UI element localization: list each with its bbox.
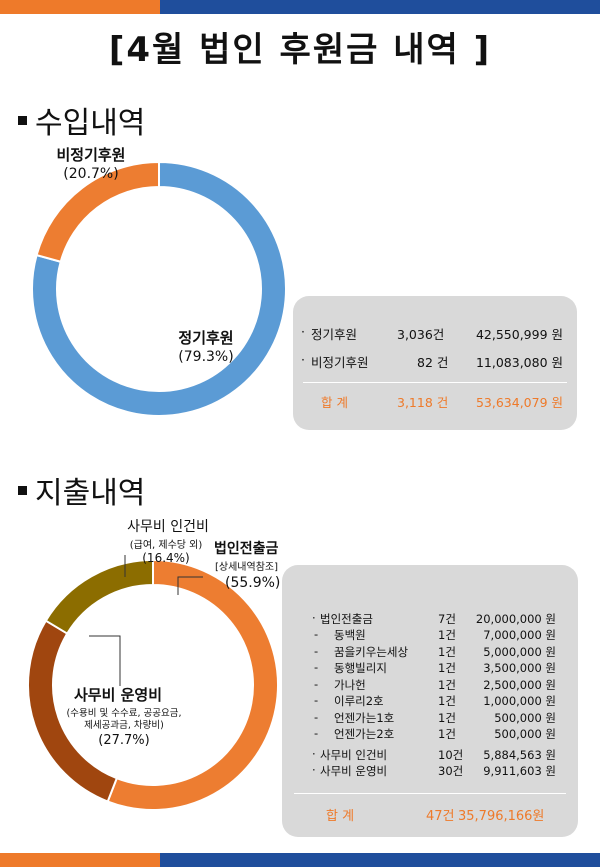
row-count: 7건 bbox=[438, 612, 456, 626]
row-label: 언젠가는2호 bbox=[334, 727, 395, 741]
row-bullet: · bbox=[312, 747, 316, 761]
income-heading: 수입내역 bbox=[18, 98, 145, 142]
row-count: 82 건 bbox=[417, 355, 449, 370]
total-label: 합 계 bbox=[321, 395, 348, 410]
row-bullet: · bbox=[312, 611, 316, 625]
leader-line bbox=[177, 576, 203, 595]
row-count: 10건 bbox=[438, 748, 464, 762]
row-label: 비정기후원 bbox=[311, 355, 369, 370]
row-amount: 2,500,000 원 bbox=[483, 678, 556, 692]
row-bullet: - bbox=[314, 660, 319, 674]
row-label: 이루리2호 bbox=[334, 694, 384, 708]
row-amount: 5,000,000 원 bbox=[483, 645, 556, 659]
income-summary-box: · 정기후원 3,036건 42,550,999 원 · 비정기후원 82 건 … bbox=[293, 296, 577, 430]
slice-label: 사무비 인건비 bbox=[127, 519, 209, 535]
row-amount: 9,911,603 원 bbox=[483, 764, 556, 778]
row-amount: 500,000 원 bbox=[494, 711, 556, 725]
row-amount: 1,000,000 원 bbox=[483, 694, 556, 708]
row-label: 정기후원 bbox=[311, 327, 358, 342]
row-label: 동백원 bbox=[334, 628, 366, 642]
total-amount: 35,796,166원 bbox=[458, 809, 545, 824]
slice-sublabel: (수용비 및 수수료, 공공요금, bbox=[67, 707, 182, 719]
row-count: 1건 bbox=[438, 645, 456, 659]
divider bbox=[303, 382, 567, 383]
slice-percent-label: (16.4%) bbox=[142, 551, 189, 565]
slice-label: 비정기후원 bbox=[56, 146, 125, 164]
top-color-bar bbox=[0, 0, 600, 14]
row-label: 법인전출금 bbox=[320, 612, 373, 626]
row-bullet: - bbox=[314, 710, 319, 724]
slice-percent-label: (55.9%) bbox=[225, 575, 280, 591]
row-bullet: - bbox=[314, 677, 319, 691]
slice-percent-label: (20.7%) bbox=[63, 166, 118, 182]
row-bullet: - bbox=[314, 693, 319, 707]
row-label: 언젠가는1호 bbox=[334, 711, 395, 725]
row-label: 꿈을키우는세상 bbox=[334, 645, 409, 659]
row-amount: 500,000 원 bbox=[494, 727, 556, 741]
total-count: 47건 bbox=[426, 809, 455, 824]
slice-label: 법인전출금 bbox=[214, 540, 279, 557]
row-bullet: · bbox=[301, 324, 305, 339]
total-label: 합 계 bbox=[326, 809, 355, 824]
row-label: 가나헌 bbox=[334, 678, 366, 692]
row-amount: 42,550,999 원 bbox=[475, 327, 563, 342]
total-count: 3,118 건 bbox=[397, 395, 449, 410]
row-bullet: · bbox=[301, 352, 305, 367]
row-amount: 7,000,000 원 bbox=[483, 628, 556, 642]
row-count: 1건 bbox=[438, 727, 456, 741]
row-count: 30건 bbox=[438, 764, 464, 778]
row-amount: 3,500,000 원 bbox=[483, 661, 556, 675]
slice-sublabel: 제세공과금, 차량비) bbox=[84, 719, 164, 731]
bullet-square-icon bbox=[18, 116, 27, 125]
slice-percent-label: (79.3%) bbox=[178, 349, 233, 365]
row-amount: 11,083,080 원 bbox=[475, 355, 563, 370]
donut-slice bbox=[35, 160, 160, 264]
divider bbox=[294, 793, 566, 794]
row-count: 1건 bbox=[438, 711, 456, 725]
expense-heading-text: 지출내역 bbox=[35, 476, 146, 511]
row-label: 사무비 인건비 bbox=[320, 748, 388, 762]
donut-slice bbox=[44, 558, 154, 635]
slice-sublabel: (급여, 제수당 외) bbox=[130, 539, 203, 551]
row-amount: 20,000,000 원 bbox=[475, 612, 556, 626]
row-bullet: - bbox=[314, 726, 319, 740]
row-count: 3,036건 bbox=[397, 327, 445, 342]
bullet-square-icon bbox=[18, 486, 27, 495]
row-count: 1건 bbox=[438, 628, 456, 642]
row-bullet: - bbox=[314, 627, 319, 641]
row-bullet: · bbox=[312, 763, 316, 777]
leader-line bbox=[89, 635, 121, 686]
total-amount: 53,634,079 원 bbox=[475, 395, 563, 410]
donut-slice bbox=[106, 558, 279, 811]
slice-label: 사무비 운영비 bbox=[74, 686, 162, 704]
slice-label: 정기후원 bbox=[178, 329, 233, 347]
row-bullet: - bbox=[314, 644, 319, 658]
row-count: 1건 bbox=[438, 694, 456, 708]
expense-summary-box: · 법인전출금 7건 20,000,000 원 - 동백원 1건 7,000,000 원 - 꿈을… bbox=[282, 565, 578, 837]
slice-percent-label: (27.7%) bbox=[98, 733, 149, 748]
bottom-color-bar bbox=[0, 853, 600, 867]
row-amount: 5,884,563 원 bbox=[483, 748, 556, 762]
page-title: [4월 법인 후원금 내역 ] bbox=[108, 30, 492, 70]
row-count: 1건 bbox=[438, 678, 456, 692]
expense-heading: 지출내역 bbox=[18, 468, 145, 512]
row-label: 동행빌리지 bbox=[334, 661, 387, 675]
row-count: 1건 bbox=[438, 661, 456, 675]
income-heading-text: 수입내역 bbox=[35, 106, 146, 141]
row-label: 사무비 운영비 bbox=[320, 764, 388, 778]
donut-slice bbox=[31, 160, 287, 417]
slice-sublabel: [상세내역참조] bbox=[215, 561, 278, 573]
